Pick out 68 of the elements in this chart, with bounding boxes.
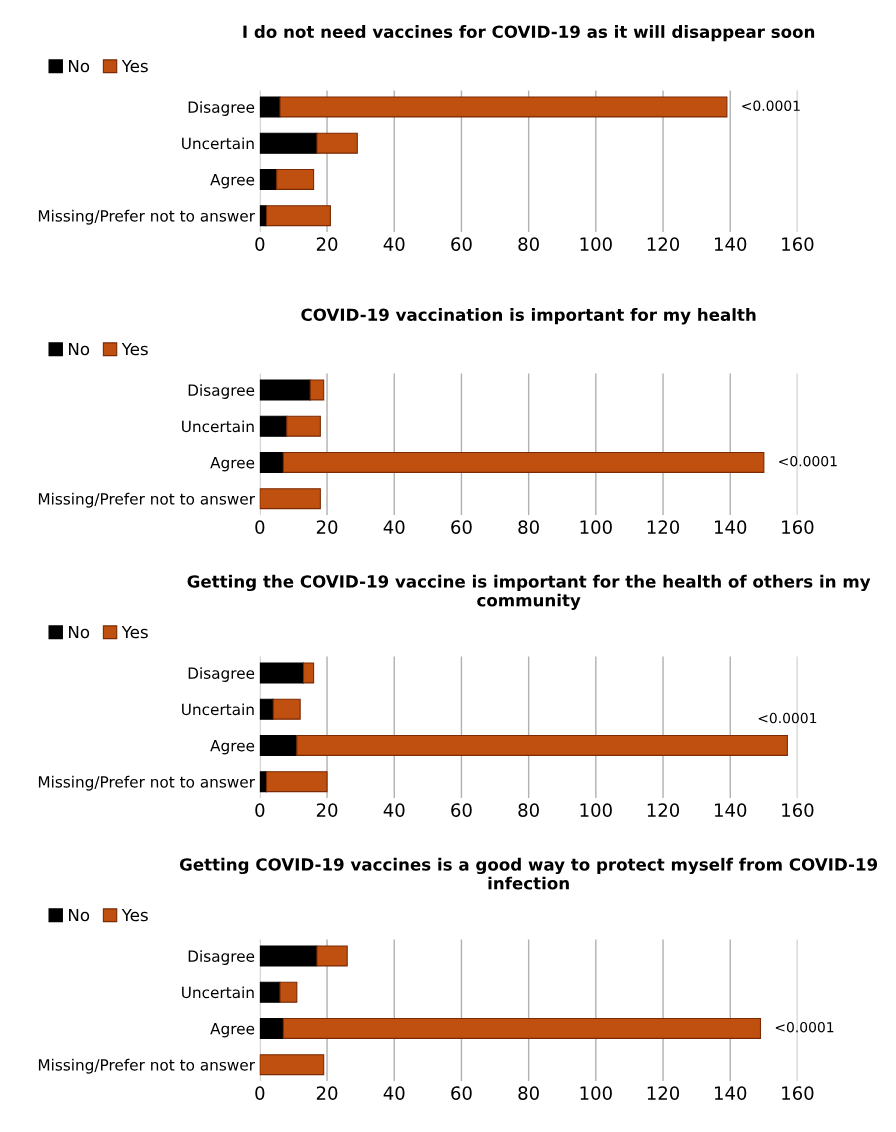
legend-label: No (69, 908, 90, 922)
y-tick-label: Missing/Prefer not to answer (38, 209, 255, 225)
y-tick-label: Uncertain (182, 137, 254, 150)
chart-title: COVID-19 vaccination is important for my health (301, 308, 756, 325)
y-tick-label: Uncertain (182, 703, 254, 716)
x-tick-label: 140 (714, 803, 747, 817)
chart-title: Getting the COVID-19 vaccine is important for the health of others in my community (187, 574, 871, 610)
y-tick-label: Missing/Prefer not to answer (38, 492, 255, 508)
y-tick-label: Uncertain (182, 986, 254, 999)
y-tick-label: Disagree (188, 667, 255, 682)
x-tick-label: 60 (451, 803, 472, 817)
y-tick-label: Disagree (188, 384, 255, 399)
y-tick-label: Disagree (188, 950, 255, 965)
x-tick-label: 100 (580, 520, 612, 534)
legend-label: Yes (121, 342, 148, 356)
chart-title: Getting COVID-19 vaccines is a good way to protect myself from COVID-19 infection (179, 857, 878, 890)
x-tick-label: 0 (255, 520, 265, 534)
x-tick-label: 140 (714, 237, 747, 251)
x-tick-label: 40 (383, 520, 405, 534)
x-tick-label: 100 (580, 1086, 612, 1100)
x-tick-label: 100 (580, 803, 612, 817)
x-tick-label: 160 (782, 237, 814, 251)
legend-label: No (69, 59, 90, 73)
legend-label: Yes (121, 908, 148, 922)
legend-label: Yes (121, 625, 148, 639)
x-tick-label: 160 (782, 803, 814, 817)
annotation: <0.0001 (742, 100, 800, 111)
x-tick-label: 100 (580, 237, 612, 251)
x-tick-label: 40 (383, 237, 405, 251)
y-tick-label: Missing/Prefer not to answer (38, 1058, 255, 1074)
x-tick-label: 120 (647, 237, 680, 251)
x-tick-label: 20 (316, 1086, 338, 1100)
y-tick-label: Uncertain (182, 420, 254, 433)
x-tick-label: 60 (451, 237, 472, 251)
legend-label: No (69, 342, 90, 356)
x-tick-label: 160 (782, 1086, 814, 1100)
legend-label: Yes (121, 59, 148, 73)
x-tick-label: 120 (647, 520, 680, 534)
annotation: <0.0001 (758, 712, 817, 724)
x-tick-label: 60 (451, 520, 472, 534)
x-tick-label: 140 (714, 1086, 747, 1100)
x-tick-label: 20 (316, 520, 338, 534)
y-tick-label: Agree (210, 457, 255, 472)
x-tick-label: 140 (714, 520, 747, 534)
annotation: <0.0001 (779, 455, 837, 467)
x-tick-label: 40 (383, 1086, 405, 1100)
y-tick-label: Agree (210, 740, 255, 755)
x-tick-label: 80 (518, 803, 539, 817)
x-tick-label: 40 (383, 803, 405, 817)
x-tick-label: 120 (647, 1086, 680, 1100)
x-tick-label: 0 (255, 803, 265, 817)
y-tick-label: Disagree (188, 101, 255, 116)
x-tick-label: 60 (451, 1086, 472, 1100)
x-tick-label: 0 (255, 1086, 265, 1100)
y-tick-label: Agree (210, 1023, 255, 1038)
x-tick-label: 20 (316, 803, 338, 817)
x-tick-label: 20 (316, 237, 338, 251)
x-tick-label: 0 (255, 237, 265, 251)
legend-label: No (69, 625, 90, 639)
x-tick-label: 80 (518, 520, 539, 534)
annotation: <0.0001 (775, 1021, 834, 1033)
x-tick-label: 80 (518, 1086, 539, 1100)
x-tick-label: 120 (647, 803, 680, 817)
y-tick-label: Agree (210, 174, 255, 189)
x-tick-label: 80 (518, 237, 539, 251)
y-tick-label: Missing/Prefer not to answer (38, 775, 255, 791)
chart-title: I do not need vaccines for COVID-19 as it will disappear soon (243, 25, 815, 42)
x-tick-label: 160 (782, 520, 814, 534)
